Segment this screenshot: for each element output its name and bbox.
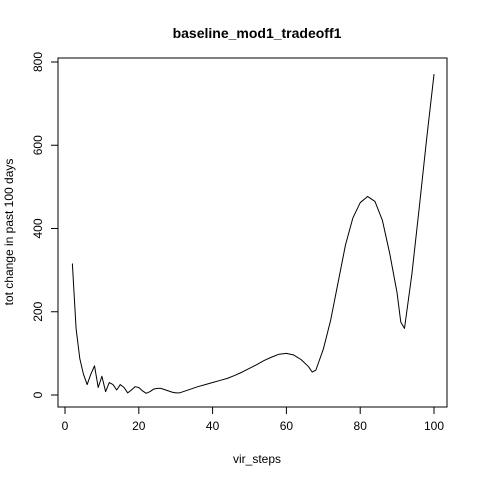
y-axis-label: tot change in past 100 days	[2, 159, 16, 306]
y-tick-label: 800	[31, 52, 45, 72]
x-tick-label: 80	[354, 419, 368, 433]
x-tick-label: 100	[424, 419, 444, 433]
x-tick-label: 40	[206, 419, 220, 433]
y-tick-label: 400	[31, 218, 45, 238]
chart-title: baseline_mod1_tradeoff1	[173, 25, 342, 41]
y-axis-ticks: 0 200 400 600 800	[31, 52, 58, 398]
plot-area-frame	[57, 57, 448, 408]
x-axis-label: vir_steps	[233, 452, 281, 466]
y-tick-label: 200	[31, 301, 45, 321]
x-tick-label: 0	[62, 419, 69, 433]
x-tick-label: 20	[132, 419, 146, 433]
x-axis-ticks: 0 20 40 60 80 100	[62, 407, 444, 433]
y-tick-label: 0	[31, 391, 45, 398]
x-tick-label: 60	[280, 419, 294, 433]
series-line	[71, 73, 435, 394]
y-tick-label: 600	[31, 135, 45, 155]
